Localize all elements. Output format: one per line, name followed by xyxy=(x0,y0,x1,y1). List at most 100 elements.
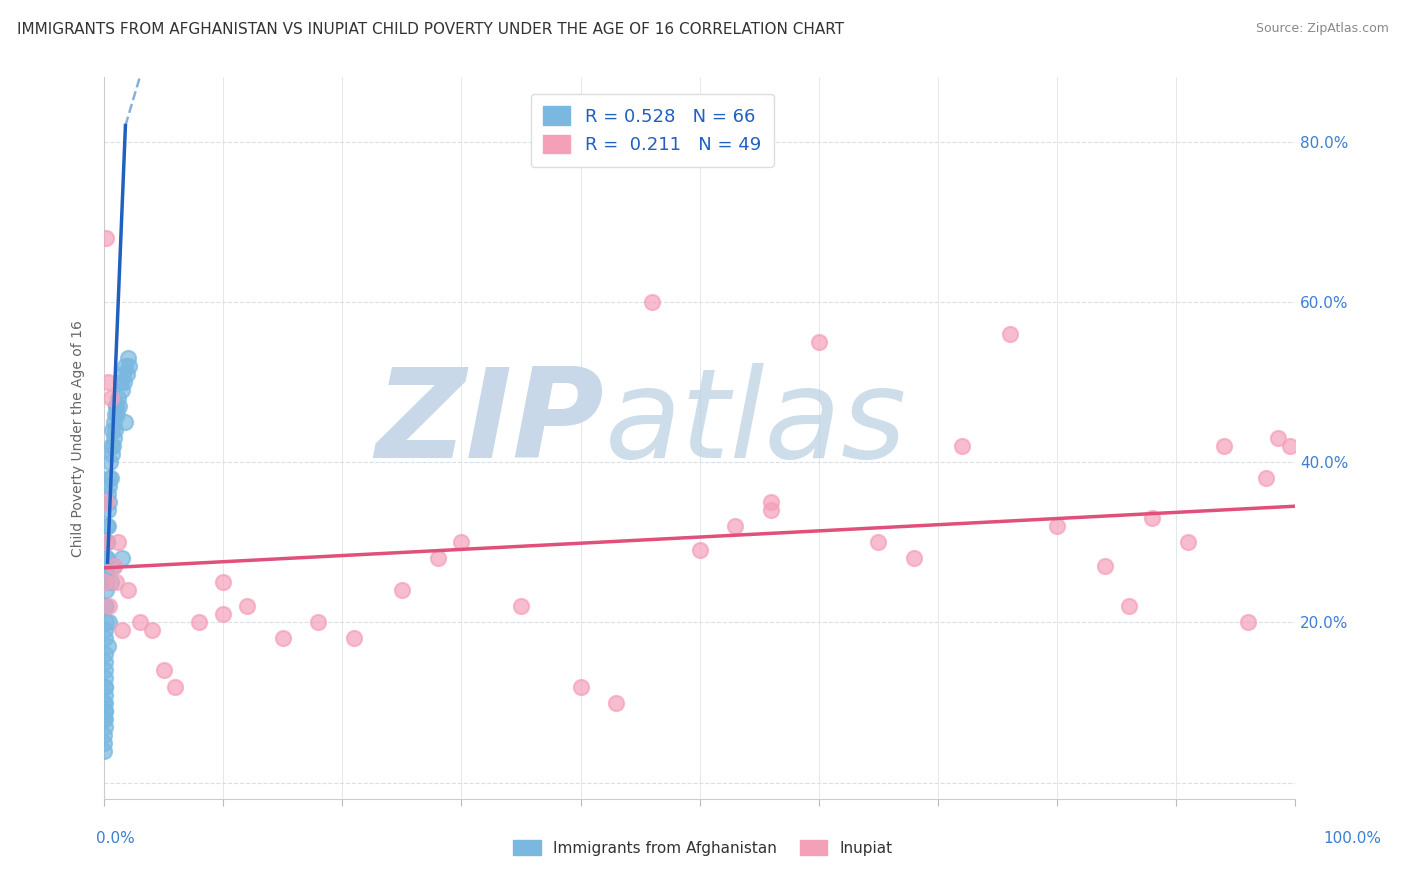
Point xyxy=(93,704,115,718)
Point xyxy=(98,479,121,493)
Point xyxy=(97,487,120,501)
Point xyxy=(103,559,125,574)
Point xyxy=(111,624,134,638)
Point xyxy=(1254,471,1277,485)
Point xyxy=(94,632,117,646)
Text: IMMIGRANTS FROM AFGHANISTAN VS INUPIAT CHILD POVERTY UNDER THE AGE OF 16 CORRELA: IMMIGRANTS FROM AFGHANISTAN VS INUPIAT C… xyxy=(17,22,844,37)
Point xyxy=(93,712,115,726)
Point xyxy=(94,624,117,638)
Point xyxy=(101,439,124,453)
Point xyxy=(1177,535,1199,549)
Point xyxy=(96,495,118,509)
Point xyxy=(97,519,120,533)
Point xyxy=(271,632,294,646)
Point xyxy=(307,615,329,630)
Point xyxy=(510,599,533,614)
Point xyxy=(117,583,139,598)
Point xyxy=(212,575,235,590)
Point xyxy=(100,471,122,485)
Point xyxy=(104,399,127,413)
Point xyxy=(96,551,118,566)
Point xyxy=(98,471,121,485)
Point xyxy=(94,551,117,566)
Point xyxy=(97,375,120,389)
Point xyxy=(903,551,925,566)
Point xyxy=(1278,439,1301,453)
Point xyxy=(94,704,117,718)
Point xyxy=(807,334,830,349)
Point xyxy=(112,375,135,389)
Point xyxy=(1213,439,1236,453)
Point xyxy=(107,535,129,549)
Point xyxy=(343,632,366,646)
Point xyxy=(96,535,118,549)
Point xyxy=(93,720,115,734)
Point xyxy=(93,688,115,702)
Point xyxy=(689,543,711,558)
Point xyxy=(94,680,117,694)
Point xyxy=(103,431,125,445)
Point xyxy=(110,375,132,389)
Point xyxy=(114,415,136,429)
Point xyxy=(100,447,122,461)
Point xyxy=(426,551,449,566)
Point xyxy=(96,519,118,533)
Point xyxy=(94,575,117,590)
Point xyxy=(94,615,117,630)
Point xyxy=(111,383,134,397)
Point xyxy=(104,407,127,421)
Point xyxy=(128,615,150,630)
Point xyxy=(94,648,117,662)
Point xyxy=(98,455,121,469)
Point xyxy=(97,503,120,517)
Point xyxy=(108,399,131,413)
Point xyxy=(1267,431,1289,445)
Point xyxy=(1236,615,1258,630)
Point xyxy=(391,583,413,598)
Point xyxy=(96,567,118,582)
Point xyxy=(105,407,128,421)
Point xyxy=(188,615,211,630)
Point xyxy=(605,696,627,710)
Point xyxy=(93,696,115,710)
Point xyxy=(1046,519,1069,533)
Point xyxy=(111,551,134,566)
Text: 0.0%: 0.0% xyxy=(96,831,135,846)
Point xyxy=(212,607,235,622)
Point xyxy=(112,367,135,381)
Point xyxy=(141,624,163,638)
Point xyxy=(236,599,259,614)
Text: atlas: atlas xyxy=(605,363,907,484)
Point xyxy=(761,495,783,509)
Point xyxy=(94,656,117,670)
Point xyxy=(94,599,117,614)
Point xyxy=(1142,511,1164,525)
Point xyxy=(117,351,139,365)
Point xyxy=(93,743,115,757)
Point xyxy=(103,559,125,574)
Text: ZIP: ZIP xyxy=(375,363,605,484)
Point xyxy=(94,535,117,549)
Point xyxy=(93,575,115,590)
Legend: Immigrants from Afghanistan, Inupiat: Immigrants from Afghanistan, Inupiat xyxy=(508,834,898,862)
Point xyxy=(114,359,136,373)
Point xyxy=(998,326,1021,341)
Point xyxy=(868,535,890,549)
Point xyxy=(1094,559,1116,574)
Point xyxy=(569,680,592,694)
Point xyxy=(1118,599,1140,614)
Point xyxy=(94,664,117,678)
Point xyxy=(97,615,120,630)
Point xyxy=(107,391,129,405)
Point xyxy=(100,439,122,453)
Point xyxy=(94,567,117,582)
Point xyxy=(94,696,117,710)
Point xyxy=(94,599,117,614)
Point xyxy=(761,503,783,517)
Point xyxy=(100,391,122,405)
Legend: R = 0.528   N = 66, R =  0.211   N = 49: R = 0.528 N = 66, R = 0.211 N = 49 xyxy=(530,94,773,167)
Point xyxy=(93,728,115,742)
Text: 100.0%: 100.0% xyxy=(1323,831,1382,846)
Point xyxy=(950,439,973,453)
Point xyxy=(94,583,117,598)
